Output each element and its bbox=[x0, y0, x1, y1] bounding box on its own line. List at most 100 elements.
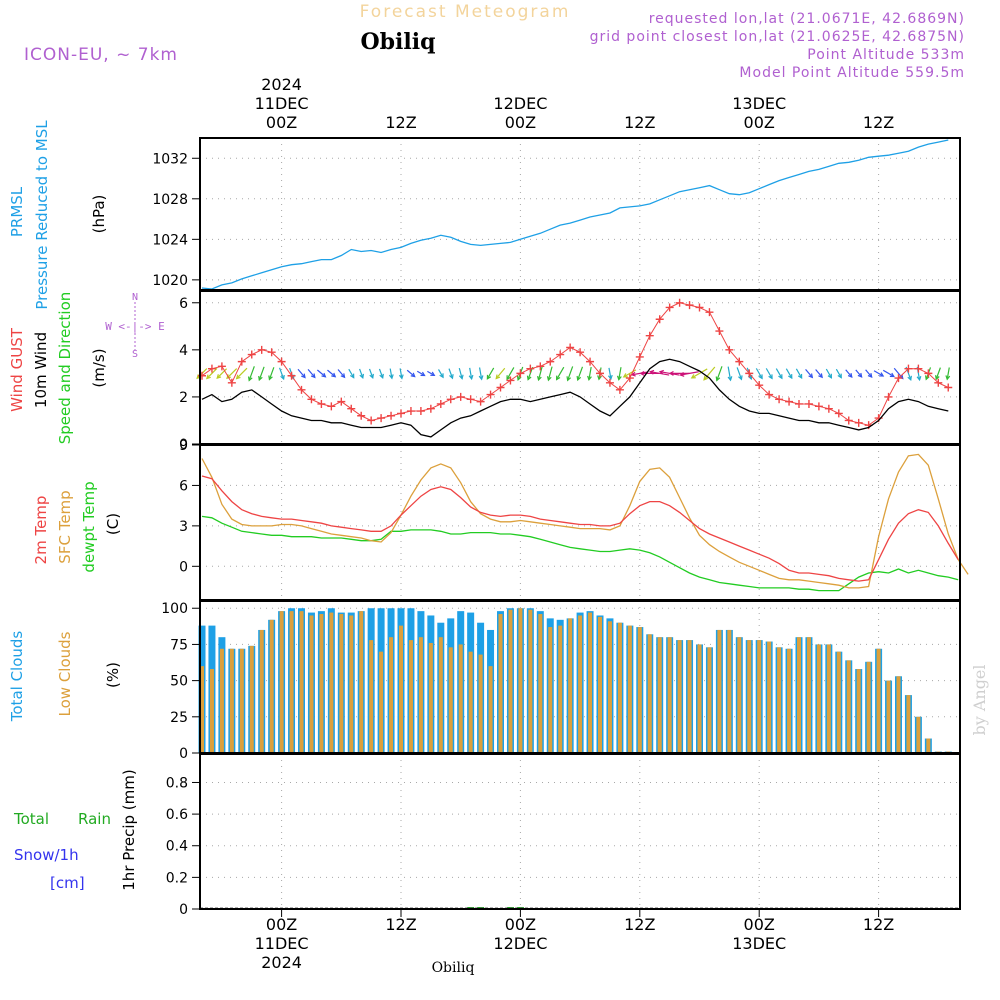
wind-gust-marker-45 bbox=[645, 331, 654, 340]
wind-arrow-shaft-43 bbox=[623, 369, 637, 378]
wind-arrow-head-39 bbox=[587, 375, 592, 381]
bottom-axis-label-5-0: 12Z bbox=[863, 915, 894, 934]
wind-arrow-head-1 bbox=[205, 374, 211, 380]
wind-arrow-35 bbox=[546, 366, 553, 382]
wind-arrow-head-63 bbox=[827, 373, 833, 379]
wind-gust-marker-27 bbox=[466, 395, 475, 404]
wind-gust-marker-49 bbox=[685, 301, 694, 310]
low-clouds-bar-18 bbox=[379, 651, 384, 753]
low-clouds-bar-34 bbox=[538, 614, 543, 753]
pressure-panel: 1020 1024 1028 1032 PRMSL Pressure Reduced … bbox=[8, 120, 961, 310]
y-tick-label-2: 6 bbox=[179, 478, 188, 494]
low-clouds-bar-11 bbox=[309, 615, 314, 753]
wind-arrow-25 bbox=[448, 368, 454, 380]
y-tick-label-1: 0.2 bbox=[166, 870, 188, 886]
temperature-panel: 0 3 6 9 2m Temp SFC Temp dewpt Temp (C) bbox=[32, 438, 969, 601]
point-altitude: Point Altitude 533m bbox=[807, 47, 965, 63]
wind-arrow-46 bbox=[648, 369, 670, 376]
low-clouds-bar-9 bbox=[289, 611, 294, 753]
y-tick-label-4: 100 bbox=[161, 601, 188, 617]
clouds-unit: (%) bbox=[104, 662, 122, 688]
wind-arrow-52 bbox=[715, 366, 723, 382]
clouds-bars bbox=[198, 608, 952, 753]
wind-gust-marker-20 bbox=[397, 409, 405, 418]
wind-gust-marker-44 bbox=[635, 352, 644, 361]
pressure-line bbox=[201, 139, 949, 290]
low-clouds-bar-72 bbox=[916, 716, 921, 753]
total-clouds-label: Total Clouds bbox=[8, 631, 26, 723]
wind-gust-marker-15 bbox=[347, 404, 356, 413]
wind-arrow-41 bbox=[607, 367, 613, 381]
low-clouds-bar-1 bbox=[209, 669, 214, 753]
low-clouds-bar-16 bbox=[359, 611, 364, 753]
temp-sfc-label: SFC Temp bbox=[56, 490, 74, 563]
wind-gust-marker-57 bbox=[765, 390, 774, 399]
wind-arrow-head-74 bbox=[935, 375, 940, 381]
low-clouds-bar-0 bbox=[200, 666, 204, 753]
wind-arrow-shaft-75 bbox=[946, 367, 950, 380]
wind-arrow-66 bbox=[855, 369, 863, 378]
wind-arrow-21 bbox=[406, 369, 416, 378]
wind-gust-marker-14 bbox=[337, 397, 346, 406]
top-axis-label-5-0: 12Z bbox=[863, 113, 894, 132]
wind-arrow-head-52 bbox=[715, 376, 721, 382]
bottom-axis-label-2-1: 12DEC bbox=[493, 934, 547, 953]
low-clouds-bar-36 bbox=[558, 625, 563, 753]
wind-arrow-7 bbox=[268, 367, 275, 381]
dewpoint-line bbox=[201, 515, 959, 592]
wind-arrow-head-64 bbox=[837, 373, 842, 379]
compass-south: S bbox=[132, 349, 138, 360]
low-clouds-bar-68 bbox=[876, 648, 881, 753]
precip-snow-label: Snow/1h bbox=[14, 846, 79, 864]
wind-arrow-shaft-4 bbox=[236, 367, 248, 380]
wind-arrow-53 bbox=[727, 366, 733, 382]
top-axis-label-4-1: 00Z bbox=[744, 113, 775, 132]
wind-arrow-shaft-20 bbox=[399, 368, 403, 379]
wind-arrow-49 bbox=[679, 371, 699, 377]
wind-arrow-head-68 bbox=[879, 372, 885, 377]
wind-arrow-head-34 bbox=[537, 375, 542, 382]
temp-dewpt-label: dewpt Temp bbox=[80, 481, 98, 572]
wind-gust-marker-40 bbox=[596, 369, 604, 378]
wind-arrow-head-8 bbox=[280, 374, 285, 381]
wind-arrow-16 bbox=[359, 368, 365, 380]
wind-arrow-head-42 bbox=[616, 375, 622, 381]
wind-gust-marker-70 bbox=[894, 374, 903, 383]
wind-arrow-shaft-28 bbox=[478, 367, 483, 380]
wind-arrow-shaft-58 bbox=[775, 368, 783, 379]
low-clouds-bar-25 bbox=[448, 647, 453, 753]
wind-arrow-shaft-42 bbox=[618, 367, 622, 380]
wind-arrow-head-4 bbox=[235, 374, 241, 380]
wind-arrow-head-26 bbox=[458, 374, 464, 380]
low-clouds-bar-52 bbox=[717, 629, 722, 753]
wind-arrow-shaft-18 bbox=[378, 368, 384, 379]
wind-gust-line bbox=[201, 302, 949, 426]
wind-series bbox=[198, 298, 953, 438]
low-clouds-bar-27 bbox=[468, 651, 473, 753]
wind-arrow-shaft-6 bbox=[258, 366, 265, 381]
wind-gust-marker-23 bbox=[426, 404, 435, 413]
wind-direction-arrows bbox=[196, 366, 951, 382]
wind-arrow-36 bbox=[555, 366, 565, 381]
credit-watermark: by Angel bbox=[970, 664, 989, 735]
low-clouds-bar-23 bbox=[428, 642, 433, 753]
wind-arrow-head-51 bbox=[703, 375, 708, 381]
wind-arrow-head-13 bbox=[331, 372, 337, 378]
low-clouds-bar-21 bbox=[408, 640, 413, 753]
low-clouds-bar-58 bbox=[777, 647, 782, 753]
wind-gust-marker-58 bbox=[775, 395, 784, 404]
low-clouds-label: Low Clouds bbox=[56, 631, 74, 716]
wind-gust-marker-4 bbox=[237, 357, 246, 366]
wind-arrow-head-49 bbox=[679, 372, 685, 377]
wind-arrow-head-22 bbox=[420, 371, 426, 377]
low-clouds-bar-51 bbox=[707, 647, 712, 753]
wind-arrow-42 bbox=[616, 367, 622, 381]
wind-arrow-31 bbox=[506, 367, 515, 381]
wind-gust-marker-71 bbox=[904, 364, 913, 373]
top-axis-label-0-2: 00Z bbox=[266, 113, 297, 132]
y-tick-label-3: 1032 bbox=[152, 151, 188, 167]
wind-arrow-shaft-51 bbox=[703, 366, 716, 381]
wind-arrow-shaft-21 bbox=[406, 369, 416, 377]
wind-gust-marker-38 bbox=[576, 348, 585, 357]
